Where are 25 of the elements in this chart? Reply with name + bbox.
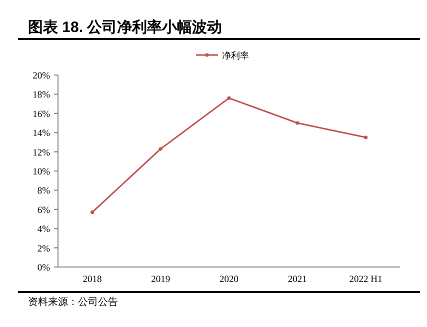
legend-label: 净利率 [222,50,249,60]
text: 资料来源：公司公告 [28,296,118,308]
point [90,210,94,214]
y-tick-label: 12% [32,148,50,158]
y-tick-label: 14% [32,129,50,140]
x-tick-label: 2020 [220,275,239,285]
point [158,147,162,151]
y-tick-label: 4% [37,225,50,236]
point [296,121,300,125]
x-tick-label: 2019 [151,275,170,285]
chart-title: 图表 18. 公司净利率小幅波动 [28,18,222,36]
y-tick-label: 10% [32,168,50,178]
x-tick-label: 2021 [288,275,308,285]
y-tick-label: 20% [32,72,50,82]
legend: 净利率 [196,50,249,60]
y-tick-label: 8% [37,186,50,197]
y-tick-label: 6% [37,206,50,216]
x-tick-label: 2018 [82,275,102,285]
x-tick-label: 2022 H1 [349,275,383,285]
y-tick-label: 16% [32,110,50,120]
point [364,136,368,140]
y-tick-label: 0% [37,264,50,274]
y-tick-label: 18% [32,90,50,101]
point [227,96,231,100]
y-tick-label: 2% [37,244,50,254]
